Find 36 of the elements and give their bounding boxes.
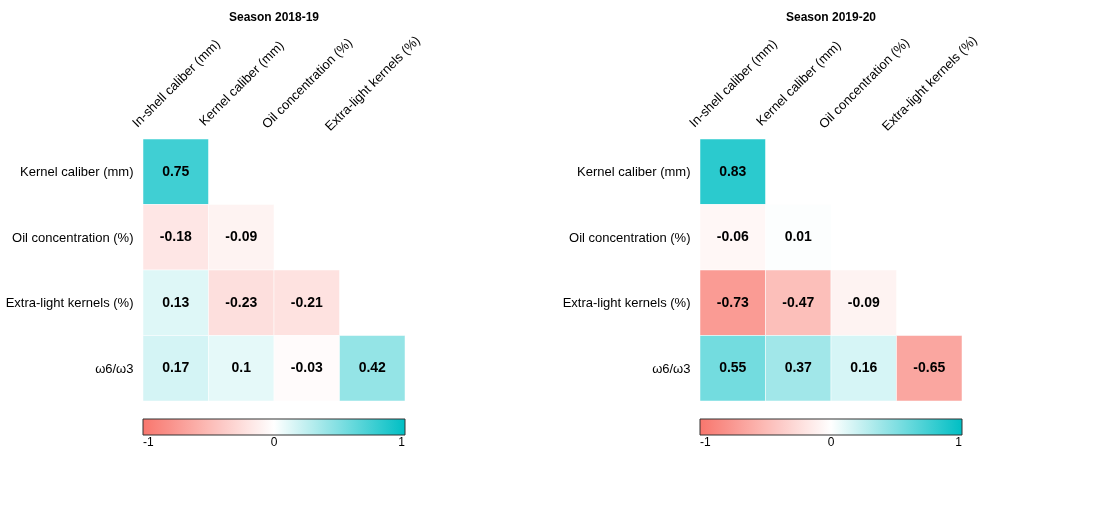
data-label: 0.1 bbox=[231, 359, 252, 376]
data-label: 0.83 bbox=[719, 162, 747, 179]
data-label: 0.01 bbox=[784, 228, 813, 245]
data-label: -0.09 bbox=[225, 228, 258, 245]
data-label: 0.16 bbox=[850, 359, 878, 376]
data-label: -0.73 bbox=[716, 293, 749, 310]
data-label: 0.75 bbox=[162, 162, 190, 179]
data-label: -0.06 bbox=[716, 228, 749, 245]
color-bar-label: 1 bbox=[398, 435, 406, 449]
y-tick-label: Extra-light kernels (%) bbox=[5, 295, 134, 311]
color-bar-label: -1 bbox=[143, 435, 154, 449]
data-label: -0.09 bbox=[847, 293, 880, 310]
data-label: -0.21 bbox=[290, 293, 323, 310]
chart-title: Season 2018-19 bbox=[228, 9, 320, 24]
data-label: 0.17 bbox=[162, 359, 190, 376]
data-label: -0.23 bbox=[225, 293, 258, 310]
data-label: 0.13 bbox=[162, 293, 190, 310]
y-tick-label: Kernel caliber (mm) bbox=[20, 164, 134, 180]
data-label: -0.03 bbox=[290, 359, 323, 376]
data-label: -0.65 bbox=[913, 359, 946, 376]
data-label: -0.18 bbox=[159, 228, 192, 245]
chart-title: Season 2019-20 bbox=[785, 9, 877, 24]
data-label: -0.47 bbox=[782, 293, 815, 310]
data-label: 0.55 bbox=[719, 359, 747, 376]
color-bar-label: 0 bbox=[270, 435, 278, 449]
y-tick-label: Extra-light kernels (%) bbox=[562, 295, 691, 311]
y-tick-label: ω6/ω3 bbox=[652, 360, 691, 376]
y-tick-label: Oil concentration (%) bbox=[12, 229, 134, 245]
data-label: 0.42 bbox=[358, 359, 387, 376]
color-bar-label: 1 bbox=[955, 435, 963, 449]
color-bar-label: -1 bbox=[700, 435, 711, 449]
data-label: 0.37 bbox=[784, 359, 813, 376]
color-bar-label: 0 bbox=[827, 435, 835, 449]
y-tick-label: Oil concentration (%) bbox=[569, 229, 691, 245]
y-tick-label: ω6/ω3 bbox=[95, 360, 134, 376]
y-tick-label: Kernel caliber (mm) bbox=[577, 164, 691, 180]
